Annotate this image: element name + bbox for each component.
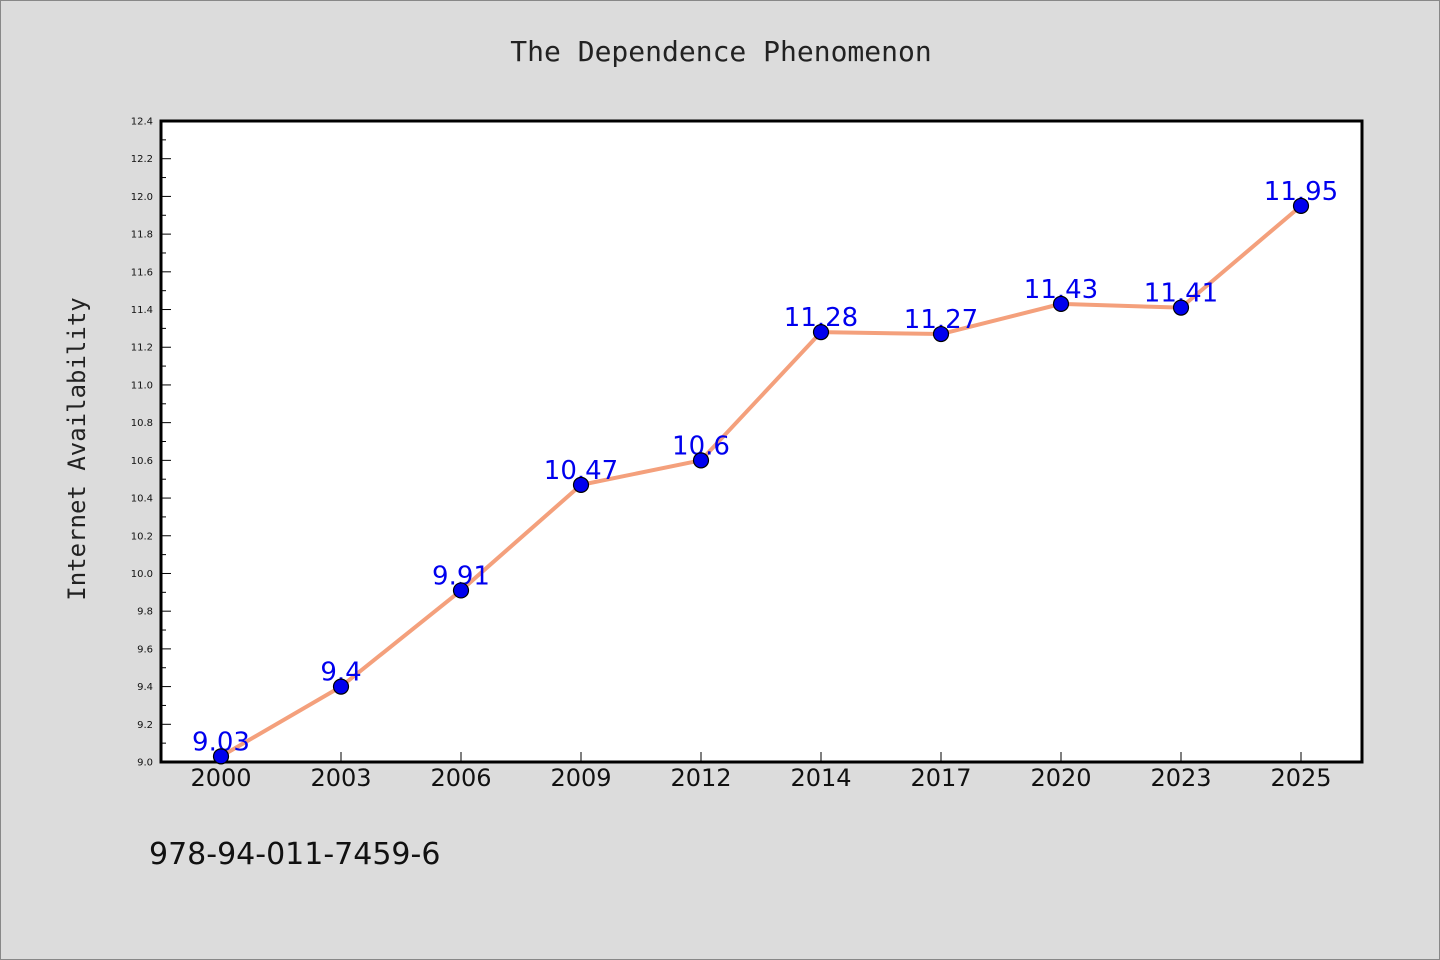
y-tick-label: 11.8: [131, 230, 153, 241]
plot-frame: [159, 119, 1364, 764]
data-point: [812, 324, 830, 341]
x-tick-label: 2017: [910, 764, 971, 792]
data-point: [332, 678, 350, 695]
series-line: [219, 203, 1303, 759]
y-tick-label: 9.0: [137, 758, 153, 769]
x-tick-label: 2020: [1030, 764, 1091, 792]
y-tick-label: 12.2: [131, 154, 153, 165]
data-point: [1172, 299, 1190, 316]
chart-title: The Dependence Phenomenon: [510, 35, 932, 68]
x-tick-label: 2000: [190, 764, 251, 792]
y-tick-label: 9.4: [137, 682, 153, 693]
data-point: [212, 748, 230, 765]
x-tick-label: 2014: [790, 764, 851, 792]
y-tick-label: 11.6: [131, 267, 153, 278]
y-tick-label: 11.4: [131, 305, 153, 316]
x-tick-label: 2003: [310, 764, 371, 792]
y-tick-label: 9.2: [137, 720, 153, 731]
x-tick-label: 2025: [1270, 764, 1331, 792]
y-tick-label: 9.6: [137, 644, 153, 655]
y-tick-label: 10.0: [131, 569, 153, 580]
x-tick-label: 2012: [670, 764, 731, 792]
y-tick-label: 9.8: [137, 607, 153, 618]
y-tick-label: 11.2: [131, 343, 153, 354]
y-tick-label: 11.0: [131, 380, 153, 391]
data-point: [1052, 295, 1070, 312]
x-tick-label: 2006: [430, 764, 491, 792]
x-tick-label: 2009: [550, 764, 611, 792]
y-tick-label: 12.4: [131, 117, 153, 128]
y-tick-label: 10.8: [131, 418, 153, 429]
plot-area: [161, 121, 1362, 762]
y-tick-label: 10.4: [131, 494, 153, 505]
y-tick-label: 10.6: [131, 456, 153, 467]
data-point: [1292, 197, 1310, 214]
data-point: [692, 452, 710, 469]
data-point: [452, 582, 470, 599]
y-tick-label: 12.0: [131, 192, 153, 203]
isbn-footer: 978-94-011-7459-6: [149, 837, 441, 872]
data-point: [932, 325, 950, 343]
x-tick-label: 2023: [1150, 764, 1211, 792]
data-point: [572, 476, 590, 493]
y-tick-label: 10.2: [131, 531, 153, 542]
